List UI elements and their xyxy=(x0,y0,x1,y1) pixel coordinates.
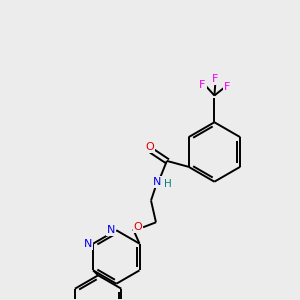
Text: F: F xyxy=(199,80,206,90)
Text: F: F xyxy=(224,82,230,92)
Text: F: F xyxy=(212,74,219,84)
Text: O: O xyxy=(146,142,154,152)
Text: N: N xyxy=(153,177,161,187)
Text: N: N xyxy=(84,238,92,249)
Text: H: H xyxy=(164,179,172,189)
Text: O: O xyxy=(134,222,142,232)
Text: N: N xyxy=(107,225,116,235)
